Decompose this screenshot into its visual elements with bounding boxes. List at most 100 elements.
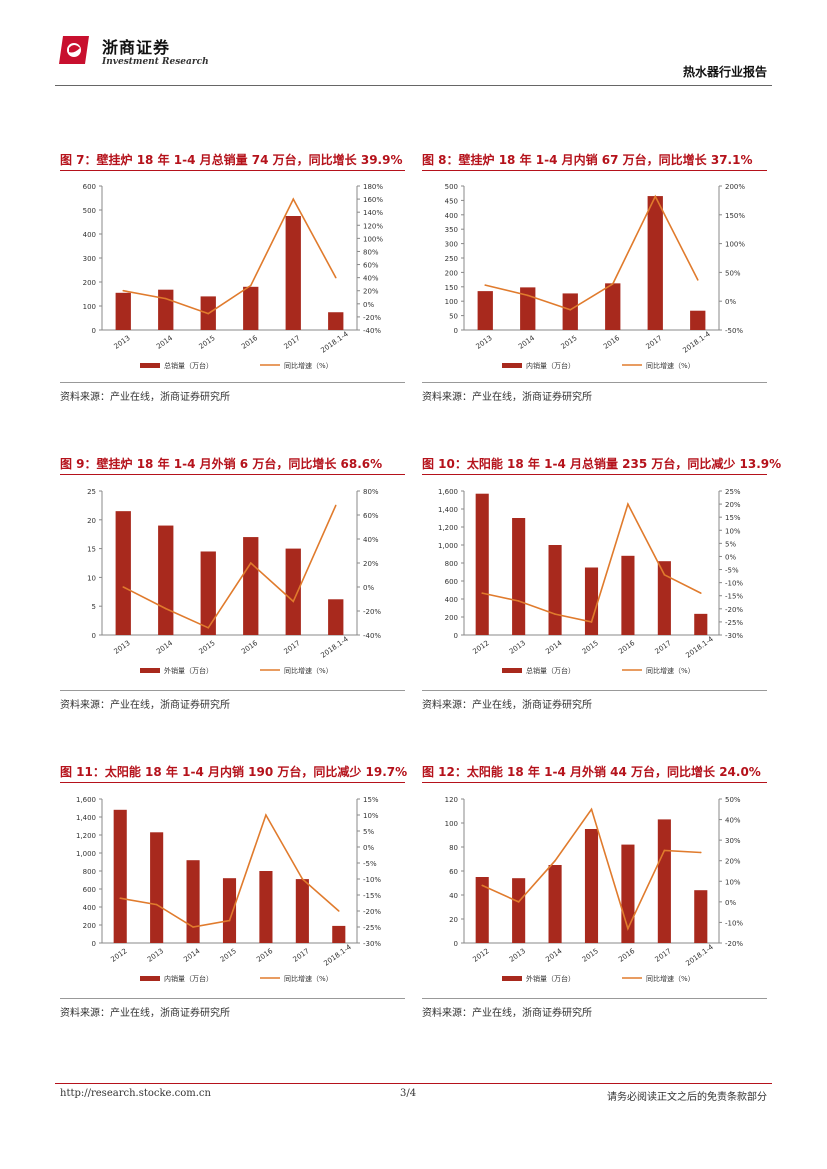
bar: [584, 567, 599, 635]
x-tick-label: 2013: [475, 334, 494, 351]
left-tick-label: 300: [83, 255, 96, 263]
right-tick-label: -40%: [363, 632, 381, 640]
growth-point: [265, 814, 267, 816]
legend-bar-label: 内销量（万台）: [526, 361, 575, 370]
bar: [605, 283, 621, 330]
right-tick-label: 0%: [725, 298, 736, 306]
x-tick-label: 2013: [113, 639, 132, 656]
x-tick-label: 2015: [198, 639, 217, 656]
growth-point: [481, 592, 484, 594]
right-tick-label: 60%: [363, 262, 379, 270]
figure-7-title: 图 7：壁挂炉 18 年 1-4 月总销量 74 万台，同比增长 39.9%: [60, 153, 403, 167]
bar: [158, 525, 174, 635]
right-tick-label: -20%: [363, 314, 381, 322]
right-tick-label: 80%: [363, 248, 379, 256]
right-tick-label: 50%: [725, 269, 741, 277]
right-tick-label: 200%: [725, 183, 745, 191]
left-tick-label: 600: [445, 578, 458, 586]
right-tick-label: 180%: [363, 183, 383, 191]
figure-11-rule: [60, 782, 405, 783]
brand-name-cn: 浙商证券: [102, 38, 171, 57]
growth-point: [627, 927, 629, 930]
right-tick-label: 60%: [363, 512, 379, 520]
figure-7-source: 资料来源：产业在线，浙商证券研究所: [60, 382, 405, 403]
x-tick-label: 2014: [544, 639, 564, 656]
bar: [295, 879, 309, 943]
left-tick-label: 600: [83, 183, 96, 191]
legend-line-label: 同比增速（%）: [646, 974, 695, 983]
x-tick-label: 2016: [240, 639, 260, 656]
x-tick-label: 2013: [113, 334, 132, 351]
growth-point: [334, 504, 337, 507]
right-tick-label: 40%: [363, 275, 379, 283]
bar: [332, 925, 346, 943]
right-tick-label: 20%: [363, 560, 379, 568]
x-tick-label: 2012: [109, 947, 128, 964]
legend-bar-label: 总销量（万台）: [164, 361, 213, 370]
figure-11-chart: 0 200 400 600 800 1,000 1,200 1,400 1,600 -30% -25…: [76, 796, 381, 983]
x-tick-label: 2012: [471, 639, 490, 656]
growth-point: [663, 849, 666, 852]
right-tick-label: 10%: [725, 527, 741, 535]
bar: [584, 829, 599, 943]
left-tick-label: 1,000: [438, 542, 458, 550]
x-tick-label: 2018.1-4: [319, 330, 350, 355]
legend-bar-swatch: [140, 976, 160, 981]
figure-9-title: 图 9：壁挂炉 18 年 1-4 月外销 6 万台，同比增长 68.6%: [60, 457, 383, 471]
left-tick-label: 400: [445, 212, 458, 220]
figure-8-title: 图 8：壁挂炉 18 年 1-4 月内销 67 万台，同比增长 37.1%: [422, 153, 753, 167]
bar: [548, 545, 562, 635]
left-tick-label: 400: [83, 904, 96, 912]
x-tick-label: 2017: [283, 334, 302, 351]
figure-10-title: 图 10：太阳能 18 年 1-4 月总销量 235 万台，同比减少 13.9%: [422, 457, 782, 471]
figure-10-source: 资料来源：产业在线，浙商证券研究所: [422, 690, 767, 711]
x-tick-label: 2014: [182, 947, 202, 964]
left-tick-label: 0: [454, 632, 458, 640]
legend-bar-label: 外销量（万台）: [526, 974, 575, 983]
growth-line: [485, 194, 699, 311]
bar: [222, 878, 237, 943]
right-tick-label: -15%: [363, 892, 381, 900]
figure-8-chart: 0 50 100 150 200 250 300 350 400 450 500 -50% 0% 50% 1…: [445, 183, 746, 370]
x-tick-label: 2018.1-4: [684, 943, 715, 968]
footer-url-link[interactable]: http://research.stocke.com.cn: [60, 1088, 211, 1099]
x-tick-label: 2016: [617, 947, 637, 964]
right-tick-label: 40%: [725, 817, 741, 825]
left-tick-label: 600: [83, 886, 96, 894]
right-tick-label: -10%: [363, 876, 381, 884]
growth-point: [699, 592, 702, 594]
left-tick-label: 0: [92, 327, 96, 335]
growth-point: [207, 312, 210, 315]
left-tick-label: 0: [454, 327, 458, 335]
left-tick-label: 1,200: [438, 524, 458, 532]
right-tick-label: 20%: [725, 858, 741, 866]
left-tick-label: 450: [445, 197, 458, 205]
growth-point: [334, 276, 337, 279]
growth-point: [122, 289, 125, 292]
legend-bar-label: 外销量（万台）: [164, 666, 213, 675]
figure-12-source: 资料来源：产业在线，浙商证券研究所: [422, 998, 767, 1019]
figure-7-rule: [60, 170, 405, 171]
legend-bar-swatch: [140, 363, 160, 368]
bar: [259, 871, 273, 943]
right-tick-label: 0%: [363, 301, 374, 309]
right-tick-label: 5%: [725, 540, 736, 548]
x-tick-label: 2017: [283, 639, 302, 656]
brand-name-en: Investment Research: [102, 57, 209, 67]
bar: [200, 551, 216, 635]
growth-point: [292, 600, 295, 603]
right-tick-label: -30%: [363, 940, 381, 948]
bar: [477, 291, 493, 330]
left-tick-label: 800: [445, 560, 458, 568]
growth-point: [696, 279, 699, 281]
x-tick-label: 2013: [508, 947, 527, 964]
figure-8-source: 资料来源：产业在线，浙商证券研究所: [422, 382, 767, 403]
bar: [158, 289, 174, 330]
right-tick-label: 160%: [363, 196, 383, 204]
left-tick-label: 1,400: [438, 506, 458, 514]
bar: [694, 890, 708, 943]
legend-bar-label: 内销量（万台）: [164, 974, 213, 983]
bar: [243, 286, 259, 330]
x-tick-label: 2018.1-4: [319, 635, 350, 660]
x-tick-label: 2013: [146, 947, 165, 964]
